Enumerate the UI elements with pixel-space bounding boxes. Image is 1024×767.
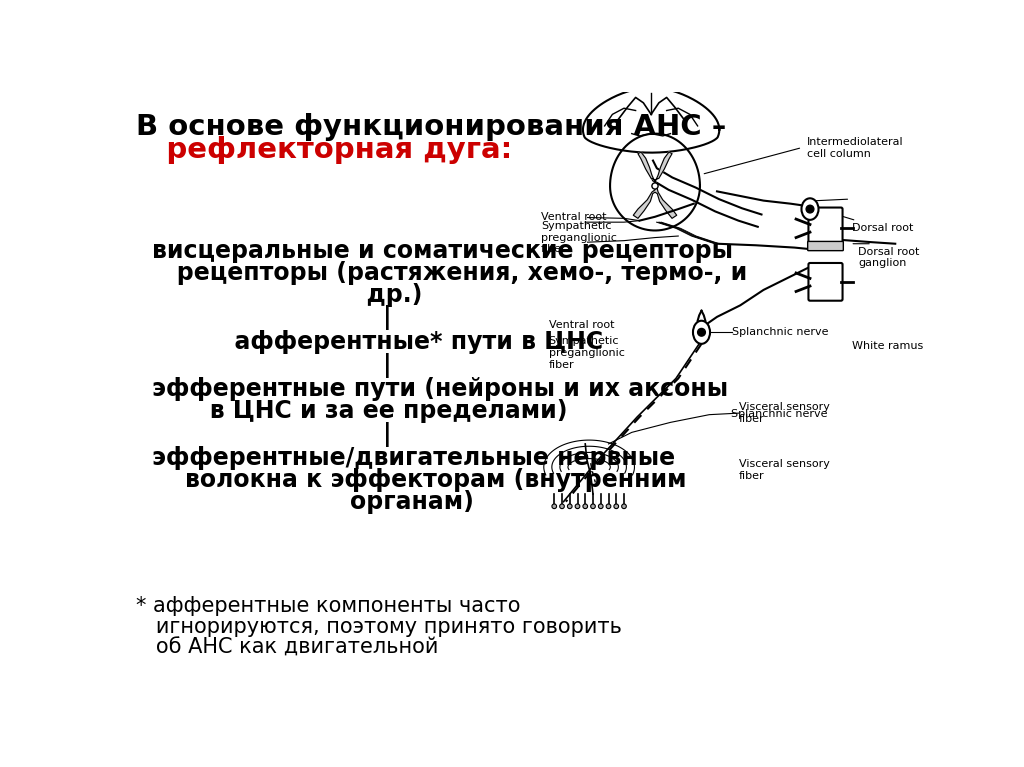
Text: |: | (152, 305, 391, 330)
Text: Dorsal root: Dorsal root (852, 223, 913, 233)
Text: Dorsal root
ganglion: Dorsal root ganglion (858, 247, 920, 268)
Ellipse shape (614, 504, 618, 509)
Circle shape (806, 206, 814, 213)
Text: * афферентные компоненты часто: * афферентные компоненты часто (136, 596, 520, 616)
Text: |: | (152, 353, 391, 378)
Ellipse shape (598, 504, 603, 509)
Text: Splanchnic nerve: Splanchnic nerve (731, 409, 827, 419)
Polygon shape (633, 152, 677, 219)
Text: эфферентные пути (нейроны и их аксоны: эфферентные пути (нейроны и их аксоны (152, 377, 728, 401)
Text: Sympathetic
preganglionic
fiber: Sympathetic preganglionic fiber (541, 221, 616, 254)
Text: эфферентные/двигательные нервные: эфферентные/двигательные нервные (152, 446, 675, 470)
Text: Sympathetic
preganglionic
fiber: Sympathetic preganglionic fiber (549, 337, 625, 370)
Ellipse shape (802, 199, 818, 220)
Text: игнорируются, поэтому принято говорить: игнорируются, поэтому принято говорить (136, 617, 622, 637)
Text: Ventral root: Ventral root (541, 212, 606, 222)
Text: волокна к эффекторам (внутренним: волокна к эффекторам (внутренним (152, 468, 686, 492)
Polygon shape (583, 87, 719, 153)
Ellipse shape (622, 504, 627, 509)
Ellipse shape (591, 504, 595, 509)
Text: Splanchnic nerve: Splanchnic nerve (732, 328, 828, 337)
Text: в ЦНС и за ее пределами): в ЦНС и за ее пределами) (152, 399, 567, 423)
Ellipse shape (560, 504, 564, 509)
Ellipse shape (575, 504, 580, 509)
Text: В основе функционирования АНС –: В основе функционирования АНС – (136, 113, 726, 141)
Text: висцеральные и соматические рецепторы: висцеральные и соматические рецепторы (152, 239, 733, 264)
Text: White ramus: White ramus (852, 341, 923, 351)
Text: афферентные* пути в ЦНС: афферентные* пути в ЦНС (152, 330, 603, 354)
Text: |: | (152, 422, 391, 447)
FancyBboxPatch shape (808, 242, 844, 251)
Text: об АНС как двигательной: об АНС как двигательной (136, 637, 438, 657)
Ellipse shape (567, 504, 572, 509)
Ellipse shape (606, 504, 611, 509)
Text: Ventral root: Ventral root (549, 321, 614, 331)
Text: Visceral sensory
fiber: Visceral sensory fiber (739, 459, 829, 481)
FancyBboxPatch shape (809, 208, 843, 249)
Text: рецепторы (растяжения, хемо-, термо-, и: рецепторы (растяжения, хемо-, термо-, и (152, 262, 748, 285)
Ellipse shape (552, 504, 557, 509)
Ellipse shape (583, 504, 588, 509)
Circle shape (697, 328, 706, 336)
Text: Intermediolateral
cell column: Intermediolateral cell column (807, 137, 903, 159)
Polygon shape (649, 160, 762, 227)
Text: органам): органам) (152, 490, 474, 514)
FancyBboxPatch shape (809, 263, 843, 301)
Ellipse shape (693, 321, 710, 344)
Circle shape (652, 183, 658, 189)
Text: Visceral sensory
fiber: Visceral sensory fiber (738, 403, 829, 424)
Text: рефлекторная дуга:: рефлекторная дуга: (136, 136, 512, 164)
Text: др.): др.) (152, 283, 422, 308)
